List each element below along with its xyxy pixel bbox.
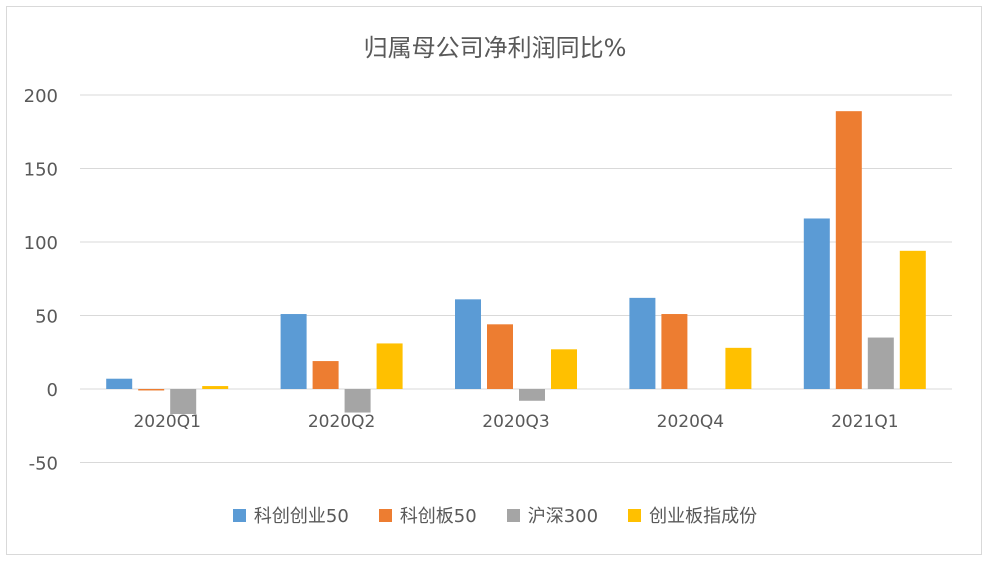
x-tick-label: 2021Q1 (831, 412, 898, 432)
x-tick-label: 2020Q4 (657, 412, 724, 432)
x-tick-label: 2020Q2 (308, 412, 375, 432)
legend-swatch-1 (378, 508, 392, 522)
bar-2020Q2-2 (344, 389, 371, 413)
legend-swatch-3 (628, 508, 642, 522)
legend-swatch-0 (232, 508, 246, 522)
legend-label-2: 沪深300 (527, 506, 599, 527)
legend-swatch-2 (506, 508, 520, 522)
x-tick-label: 2020Q3 (482, 412, 549, 432)
bar-2020Q3-0 (455, 299, 481, 389)
legend-label-1: 科创板50 (399, 506, 477, 527)
y-tick-label: 100 (24, 233, 58, 254)
legend-item-1: 科创板50 (378, 502, 477, 528)
y-tick-label: 0 (47, 380, 58, 401)
bar-2020Q1-3 (202, 386, 229, 389)
bar-2020Q2-0 (280, 314, 307, 389)
bar-2020Q3-2 (519, 389, 545, 401)
legend-item-2: 沪深300 (506, 502, 599, 528)
legend: 科创创业50 科创板50 沪深300 创业板指成份 (0, 502, 990, 528)
bar-2020Q1-2 (170, 389, 197, 414)
bar-2020Q1-0 (106, 378, 133, 389)
legend-label-0: 科创创业50 (253, 506, 349, 527)
y-tick-label: -50 (29, 454, 58, 475)
legend-label-3: 创业板指成份 (649, 506, 758, 527)
y-tick-label: 150 (24, 160, 58, 181)
bar-2021Q1-0 (803, 218, 830, 389)
bar-2020Q4-3 (725, 347, 752, 389)
chart-title: 归属母公司净利润同比% (363, 34, 627, 62)
bar-2021Q1-3 (899, 250, 926, 389)
y-tick-label: 50 (35, 307, 58, 328)
legend-item-3: 创业板指成份 (628, 502, 757, 528)
legend-item-0: 科创创业50 (232, 502, 349, 528)
bar-2020Q3-3 (551, 349, 577, 389)
bar-2020Q4-1 (661, 314, 688, 389)
bar-2020Q1-1 (138, 389, 165, 391)
bar-2021Q1-2 (867, 337, 894, 389)
bar-2021Q1-1 (835, 111, 862, 390)
bar-2020Q3-1 (487, 324, 513, 389)
bar-2020Q4-0 (629, 297, 656, 389)
x-tick-label: 2020Q1 (133, 412, 200, 432)
bar-2020Q2-3 (376, 343, 403, 389)
bar-2020Q2-1 (312, 361, 339, 389)
y-tick-label: 200 (24, 86, 58, 107)
